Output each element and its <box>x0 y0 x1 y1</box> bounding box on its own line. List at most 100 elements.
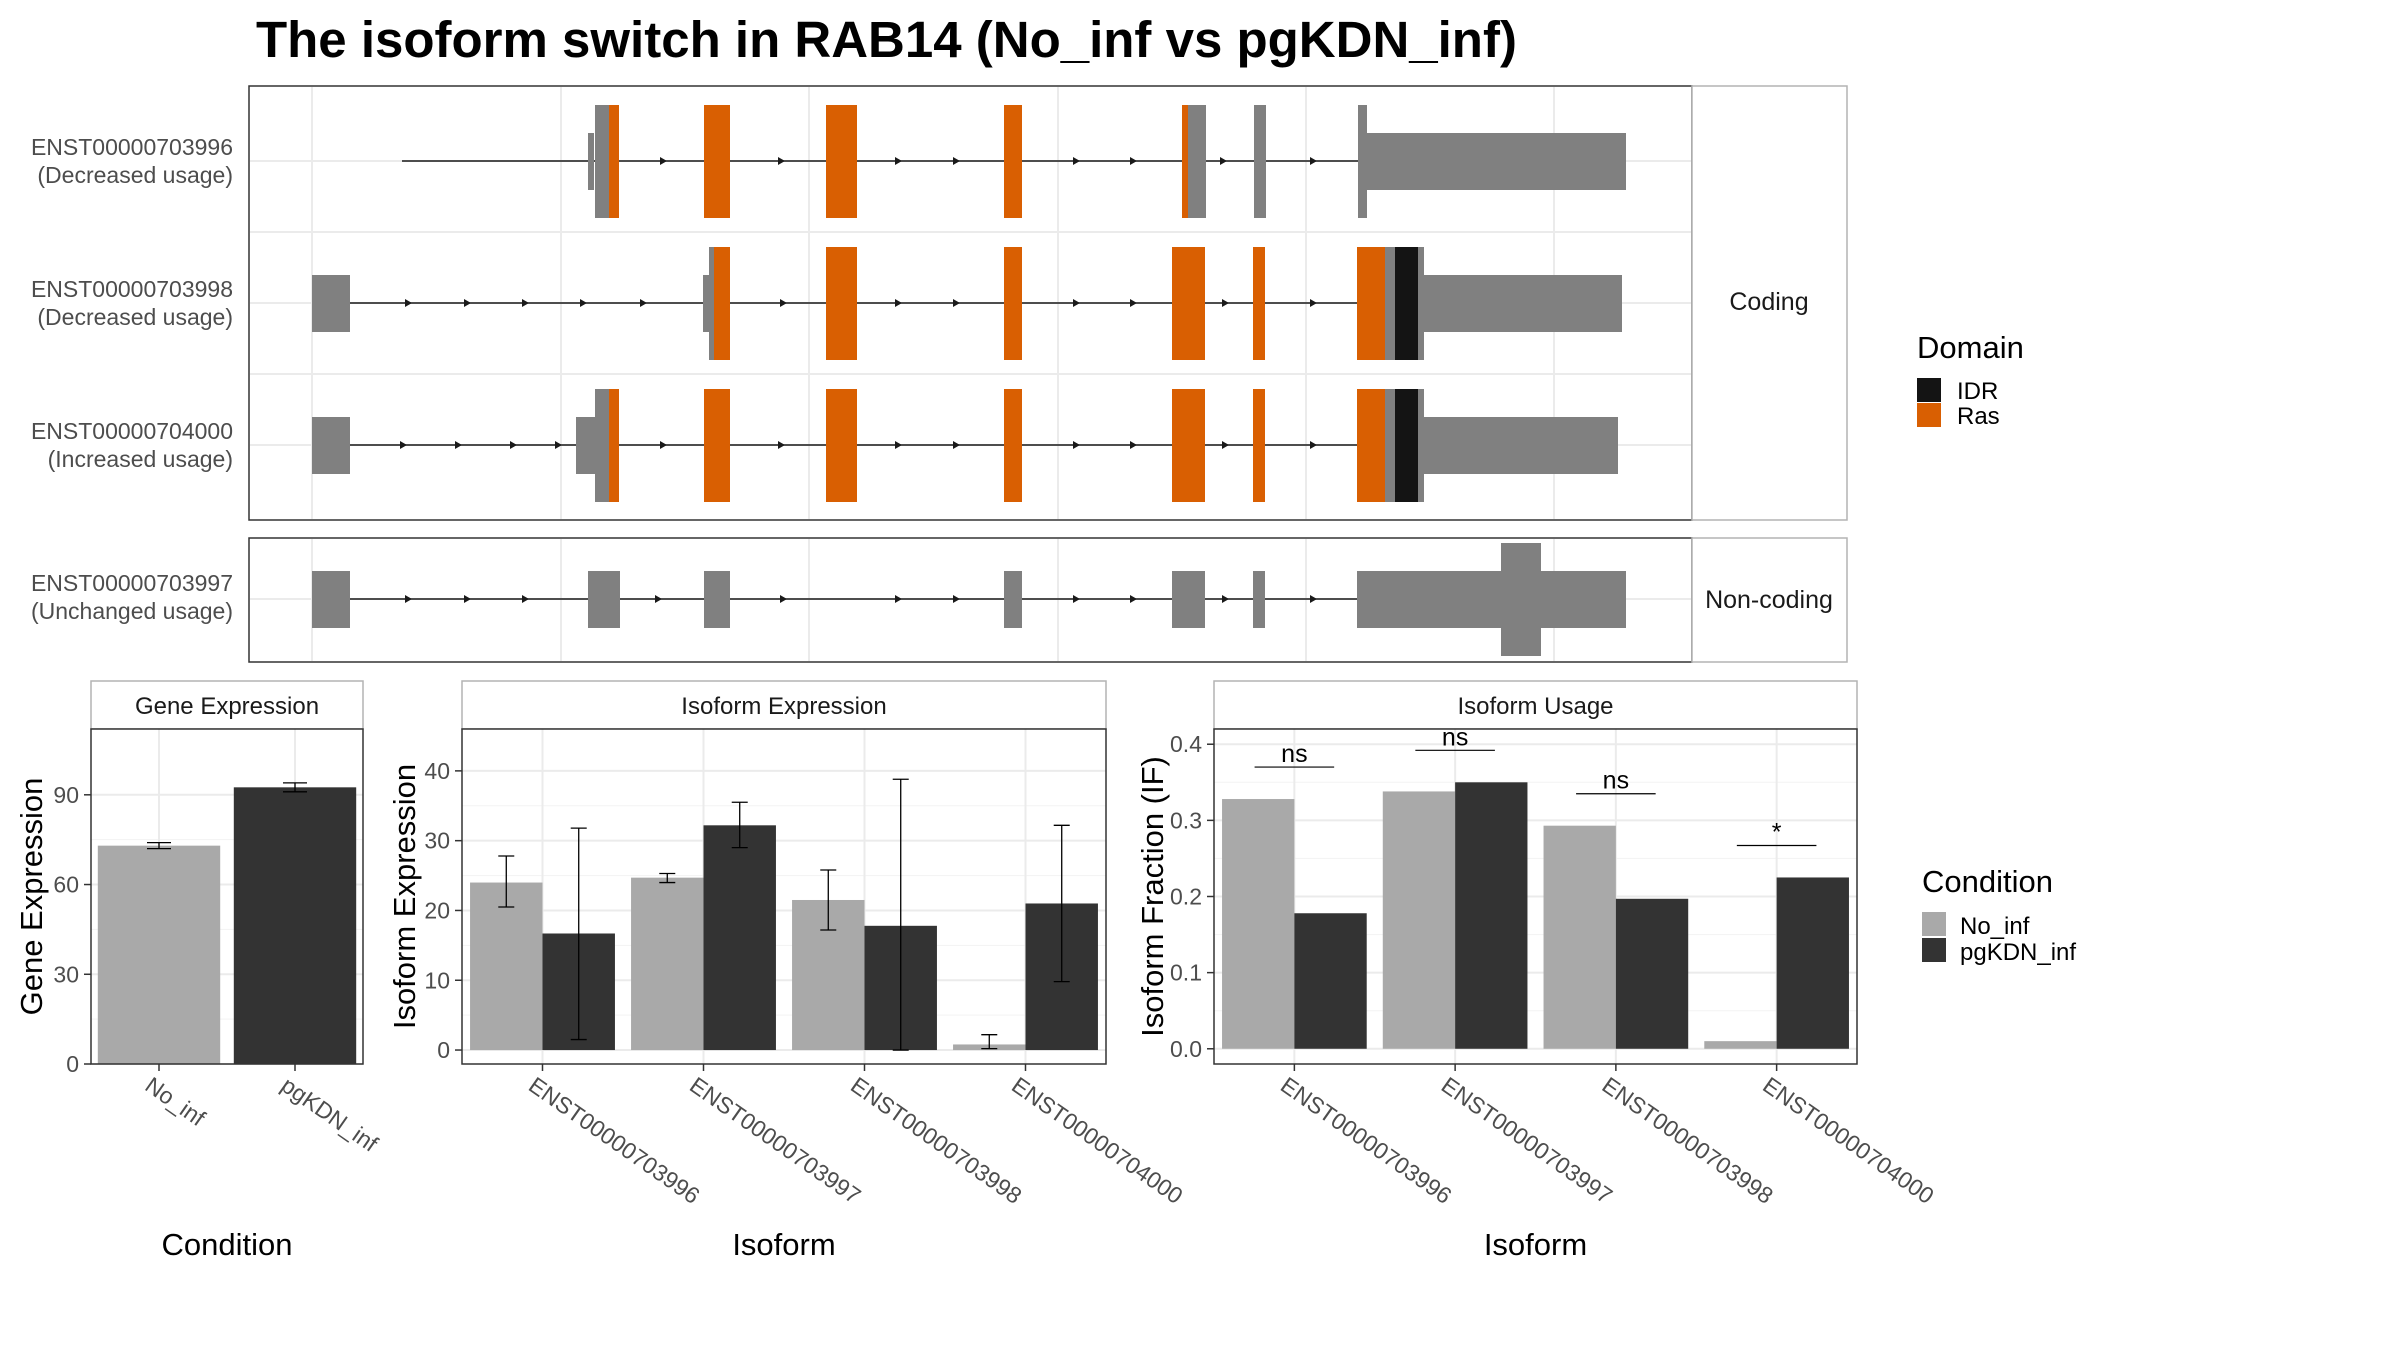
idr-domain <box>1395 247 1418 360</box>
isoform-track-703997 <box>312 543 1626 656</box>
bar <box>1776 877 1849 1049</box>
chart-strip <box>1213 680 1858 730</box>
idr-domain <box>1395 389 1418 502</box>
legend-label-no-inf: No_inf <box>1960 913 2030 940</box>
legend-label-ras: Ras <box>1957 403 2000 430</box>
y-tick-label: 20 <box>424 897 450 923</box>
bar <box>1543 825 1616 1049</box>
chart-title: Isoform Usage <box>1457 693 1613 720</box>
x-tick-label: No_inf <box>141 1072 211 1132</box>
chart-isoform-expression: Isoform Expression 0 10 20 30 40 ENST000007039… <box>387 680 1188 1262</box>
intron-arrows <box>660 157 1317 165</box>
x-axis-title: Isoform <box>1484 1227 1587 1262</box>
chart-strip <box>90 680 364 730</box>
isoform-structure-panel: Coding Non-coding ENST00000703996 (Decre… <box>31 85 2024 663</box>
isoform-label-usage: (Decreased usage) <box>37 304 233 330</box>
isoform-row-labels: ENST00000703996 (Decreased usage) ENST00… <box>31 134 233 624</box>
domain-legend-title: Domain <box>1917 330 2024 365</box>
figure-title: The isoform switch in RAB14 (No_inf vs p… <box>256 11 1517 68</box>
x-tick-label: ENST00000703998 <box>1598 1072 1778 1209</box>
ras-domain <box>609 105 1188 218</box>
significance-label: * <box>1772 818 1782 846</box>
intron-arrows <box>400 441 1317 449</box>
y-tick-label: 30 <box>53 961 79 987</box>
isoform-track-704000 <box>312 389 1618 502</box>
isoform-label-usage: (Decreased usage) <box>37 162 233 188</box>
x-tick-label: ENST00000704000 <box>1758 1072 1938 1209</box>
bar <box>97 845 221 1064</box>
exons <box>588 105 1626 218</box>
bar <box>1382 791 1456 1049</box>
x-axis-title: Isoform <box>732 1227 835 1262</box>
ras-domain <box>609 389 1385 502</box>
y-tick-label: 0 <box>437 1037 450 1063</box>
plot-border <box>461 728 1107 1065</box>
x-axis-title: Condition <box>162 1227 293 1262</box>
y-tick-label: 40 <box>424 758 450 784</box>
significance-label: ns <box>1442 723 1468 751</box>
y-tick-label: 90 <box>53 782 79 808</box>
isoform-label-usage: (Increased usage) <box>48 446 233 472</box>
y-tick-label: 0.4 <box>1170 731 1202 757</box>
y-tick-label: 0.3 <box>1170 807 1202 833</box>
chart-isoform-usage: Isoform Usage ns ns ns * 0.0 0.1 0.2 0.3 0.4 ENST0… <box>1135 680 1939 1262</box>
y-tick-label: 10 <box>424 967 450 993</box>
y-tick-label: 0 <box>66 1051 79 1077</box>
legend-swatch-ras <box>1917 403 1941 427</box>
chart-gene-expression: Gene Expression 0 30 60 90 No_inf pgKDN_inf Con… <box>14 680 384 1262</box>
isoform-track-703996 <box>402 105 1626 218</box>
isoform-label-id: ENST00000703996 <box>31 134 233 160</box>
intron-arrows <box>405 595 1317 603</box>
facet-label-noncoding: Non-coding <box>1705 586 1833 614</box>
significance-label: ns <box>1603 767 1629 795</box>
legend-swatch-no-inf <box>1922 912 1946 936</box>
x-tick-label: ENST00000703997 <box>685 1072 865 1209</box>
y-axis-title: Isoform Fraction (IF) <box>1135 756 1170 1037</box>
plot-border <box>90 728 364 1065</box>
y-tick-label: 30 <box>424 828 450 854</box>
expression-charts: Gene Expression 0 30 60 90 No_inf pgKDN_inf Con… <box>14 680 1939 1262</box>
x-tick-label: ENST00000703996 <box>1276 1072 1456 1209</box>
isoform-label-usage: (Unchanged usage) <box>31 598 233 624</box>
bar <box>1222 799 1295 1049</box>
chart-strip <box>461 680 1107 730</box>
bar <box>233 787 357 1064</box>
bar <box>1704 1041 1777 1049</box>
isoform-label-id: ENST00000704000 <box>31 418 233 444</box>
x-tick-label: pgKDN_inf <box>277 1072 384 1157</box>
exons <box>312 543 1626 656</box>
intron-arrows <box>405 299 1317 307</box>
condition-legend-title: Condition <box>1922 864 2053 899</box>
bar <box>1294 913 1367 1049</box>
ras-domain <box>714 247 1385 360</box>
bar <box>470 882 543 1051</box>
x-tick-label: ENST00000704000 <box>1007 1072 1187 1209</box>
condition-legend: Condition No_inf pgKDN_inf <box>1922 864 2076 966</box>
significance-label: ns <box>1281 740 1307 768</box>
y-tick-label: 0.1 <box>1170 960 1202 986</box>
x-tick-label: ENST00000703996 <box>524 1072 704 1209</box>
exons <box>312 247 1622 360</box>
legend-label-idr: IDR <box>1957 378 1998 405</box>
y-tick-label: 0.2 <box>1170 884 1202 910</box>
bar <box>1455 782 1528 1049</box>
y-tick-label: 60 <box>53 872 79 898</box>
y-axis-title: Gene Expression <box>14 778 49 1016</box>
isoform-label-id: ENST00000703998 <box>31 276 233 302</box>
legend-swatch-idr <box>1917 378 1941 402</box>
y-axis-title: Isoform Expression <box>387 764 422 1029</box>
facet-strip-noncoding <box>1691 537 1848 663</box>
isoform-label-id: ENST00000703997 <box>31 570 233 596</box>
x-tick-label: ENST00000703997 <box>1437 1072 1617 1209</box>
domain-legend: Domain IDR Ras <box>1917 330 2024 430</box>
bar <box>1615 898 1689 1049</box>
bar <box>631 877 704 1051</box>
chart-title: Gene Expression <box>135 693 319 720</box>
x-tick-label: ENST00000703998 <box>846 1072 1026 1209</box>
facet-strip-coding <box>1691 85 1848 521</box>
legend-swatch-pgkdn-inf <box>1922 938 1946 962</box>
exons <box>312 389 1618 502</box>
y-tick-label: 0.0 <box>1170 1036 1202 1062</box>
facet-label-coding: Coding <box>1729 288 1808 316</box>
